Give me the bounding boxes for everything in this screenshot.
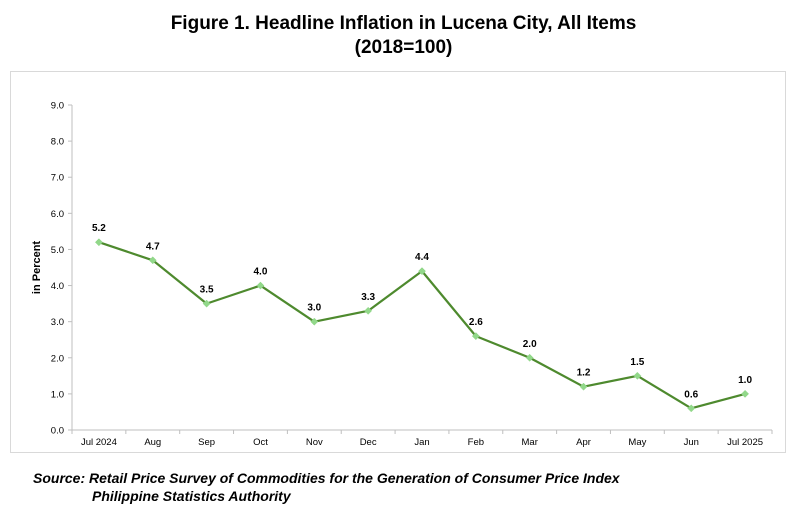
y-tick-label: 3.0 [51, 317, 64, 328]
y-tick-label: 2.0 [51, 353, 64, 364]
y-tick-label: 5.0 [51, 245, 64, 256]
data-label: 3.3 [361, 292, 375, 303]
y-tick-label: 9.0 [51, 101, 64, 112]
x-tick-label: Jan [414, 437, 429, 448]
data-point-marker [364, 306, 373, 315]
source-line-2: Philippine Statistics Authority [92, 488, 291, 504]
x-tick-label: Jul 2025 [727, 437, 763, 448]
data-label: 3.0 [307, 303, 321, 314]
y-tick-label: 6.0 [51, 209, 64, 220]
x-tick-label: Nov [306, 437, 323, 448]
series-line [98, 241, 746, 410]
data-point-marker [579, 382, 588, 391]
y-axis-label: in Percent [31, 241, 43, 295]
y-tick-label: 1.0 [51, 389, 64, 400]
data-point-marker [471, 332, 480, 341]
data-point-marker [525, 353, 534, 362]
data-point-marker [418, 267, 426, 276]
data-point-marker [633, 371, 642, 380]
x-tick-label: May [628, 437, 646, 448]
y-tick-label: 0.0 [51, 426, 64, 437]
data-label: 3.5 [200, 285, 214, 296]
data-point-marker [741, 389, 750, 398]
y-tick-label: 4.0 [51, 281, 64, 292]
x-tick-label: Jul 2024 [81, 437, 117, 448]
data-label: 1.5 [630, 357, 644, 368]
data-label: 2.6 [469, 317, 483, 328]
data-label: 4.0 [254, 267, 268, 278]
x-tick-label: Oct [253, 437, 268, 448]
x-tick-label: Jun [684, 437, 699, 448]
chart-subtitle: (2018=100) [354, 37, 453, 58]
data-label: 2.0 [523, 339, 537, 350]
data-label: 1.0 [738, 375, 752, 386]
data-label: 4.4 [415, 252, 429, 263]
chart-axes: 0.0 1.0 2.0 3.0 4.0 5.0 6.0 7.0 8.0 9.0 Jul 2024 Au… [51, 101, 773, 448]
chart-frame [10, 71, 786, 453]
y-tick-label: 7.0 [51, 173, 64, 184]
source-line-1: Source: Retail Price Survey of Commoditi… [33, 470, 620, 486]
data-point-marker [94, 238, 103, 247]
x-tick-label: Sep [198, 437, 215, 448]
y-tick-label: 8.0 [51, 137, 64, 148]
data-label: 4.7 [146, 241, 160, 252]
data-label: 0.6 [684, 389, 698, 400]
data-point-marker [202, 299, 211, 308]
data-point-marker [310, 317, 319, 326]
x-tick-label: Mar [522, 437, 538, 448]
inflation-series: 5.2 4.7 3.5 4.0 3.0 3.3 4.4 2.6 2.0 1.2 1.5 0.6 1.0 [92, 223, 752, 413]
source-note: Source: Retail Price Survey of Commoditi… [33, 469, 620, 505]
data-point-marker [148, 256, 157, 265]
data-point-marker [256, 281, 265, 290]
x-tick-label: Aug [144, 437, 161, 448]
data-point-marker [687, 404, 696, 413]
data-label: 1.2 [577, 368, 591, 379]
data-label: 5.2 [92, 223, 106, 234]
x-tick-label: Feb [468, 437, 484, 448]
x-tick-label: Dec [360, 437, 377, 448]
x-tick-label: Apr [576, 437, 591, 448]
chart-title: Figure 1. Headline Inflation in Lucena C… [170, 13, 637, 34]
